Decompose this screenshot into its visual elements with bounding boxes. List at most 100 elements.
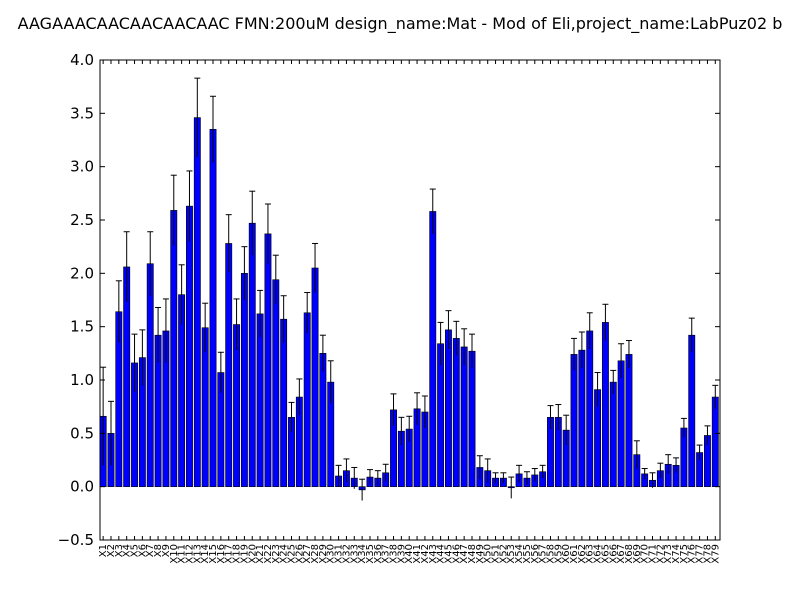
x-tick-label: X42 xyxy=(420,544,431,564)
x-tick-label: X78 xyxy=(702,544,713,564)
bar xyxy=(225,243,233,487)
x-tick-label: X44 xyxy=(436,544,447,564)
y-tick-label: 1.5 xyxy=(70,318,94,336)
x-tick-label: X27 xyxy=(302,544,313,564)
bar xyxy=(240,273,248,487)
y-tick-label: 2.5 xyxy=(70,211,94,229)
bar xyxy=(468,350,476,487)
x-tick-label: X47 xyxy=(459,544,470,564)
bar xyxy=(256,313,264,487)
x-tick-label: X40 xyxy=(404,544,415,564)
x-tick-label: X75 xyxy=(679,544,690,564)
x-tick-label: X37 xyxy=(381,544,392,564)
bar xyxy=(586,330,594,487)
bar xyxy=(303,312,311,487)
x-tick-label: X73 xyxy=(663,544,674,564)
x-tick-label: X15 xyxy=(208,544,219,564)
bar xyxy=(280,318,288,487)
bar xyxy=(617,360,625,487)
x-tick-label: X68 xyxy=(624,544,635,564)
bar xyxy=(452,338,460,487)
x-tick-label: X67 xyxy=(616,544,627,564)
x-tick-label: X23 xyxy=(271,544,282,564)
x-tick-label: X64 xyxy=(593,544,604,564)
x-tick-label: X28 xyxy=(310,544,321,564)
x-tick-label: X72 xyxy=(655,544,666,564)
x-tick-label: X56 xyxy=(530,544,541,564)
bar xyxy=(209,129,217,487)
bar xyxy=(460,346,468,487)
x-tick-label: X70 xyxy=(640,544,651,564)
x-tick-label: X53 xyxy=(506,544,517,564)
error-bars-layer xyxy=(100,77,719,501)
x-tick-label: X69 xyxy=(632,544,643,564)
x-tick-label: X46 xyxy=(451,544,462,564)
y-tick-label: 4.0 xyxy=(70,51,94,69)
x-tick-label: X54 xyxy=(514,544,525,564)
x-tick-label: X5 xyxy=(130,544,141,557)
x-tick-label: X3 xyxy=(114,544,125,557)
bar xyxy=(193,117,201,487)
x-tick-label: X6 xyxy=(137,544,148,557)
x-tick-label: X71 xyxy=(648,544,659,564)
x-tick-label: X60 xyxy=(561,544,572,564)
x-tick-label: X52 xyxy=(498,544,509,564)
x-tick-label: X35 xyxy=(365,544,376,564)
y-tick-label: −0.5 xyxy=(58,531,94,549)
x-tick-label: X4 xyxy=(122,544,133,557)
x-tick-label: X14 xyxy=(200,544,211,564)
plot-frame xyxy=(99,59,721,541)
bar xyxy=(311,267,319,487)
x-tick-label: X34 xyxy=(357,544,368,564)
y-tick-label: 3.5 xyxy=(70,104,94,122)
x-tick-label: X45 xyxy=(443,544,454,564)
x-tick-label: X57 xyxy=(538,544,549,564)
x-tick-label: X8 xyxy=(153,544,164,557)
x-tick-label: X43 xyxy=(428,544,439,564)
y-tick-label: 3.0 xyxy=(70,158,94,176)
bar xyxy=(186,205,193,487)
x-tick-label: X17 xyxy=(224,544,235,564)
x-tick-label: X11 xyxy=(177,544,188,564)
bar xyxy=(319,353,327,487)
x-tick-label: X51 xyxy=(491,544,502,564)
x-tick-label: X16 xyxy=(216,544,227,564)
x-tick-label: X21 xyxy=(255,544,266,564)
y-tick-label: 0.0 xyxy=(70,478,94,496)
bar xyxy=(609,381,617,487)
chart-title: AAGAAACAACAACAACAAC FMN:200uM design_nam… xyxy=(18,14,783,34)
bar xyxy=(688,334,696,487)
bar xyxy=(711,396,719,487)
x-tick-label: X41 xyxy=(412,544,423,564)
x-tick-label: X77 xyxy=(695,544,706,564)
x-tick-label: X2 xyxy=(106,544,117,557)
bar xyxy=(248,222,256,487)
bar xyxy=(437,343,445,487)
x-tick-label: X13 xyxy=(192,544,203,564)
x-tick-label: X65 xyxy=(600,544,611,564)
x-tick-label: X76 xyxy=(687,544,698,564)
x-tick-label: X59 xyxy=(553,544,564,564)
y-tick-label: 2.0 xyxy=(70,264,94,282)
x-tick-label: X55 xyxy=(522,544,533,564)
x-tick-label: X48 xyxy=(467,544,478,564)
bar xyxy=(578,349,586,487)
x-tick-label: X74 xyxy=(671,544,682,564)
x-tick-label: X58 xyxy=(545,544,556,564)
bar xyxy=(264,233,272,487)
x-tick-label: X1 xyxy=(98,544,109,557)
x-tick-label: X7 xyxy=(145,544,156,557)
x-tick-label: X79 xyxy=(710,544,721,564)
bar xyxy=(625,354,633,487)
bar xyxy=(570,354,578,487)
x-tick-label: X22 xyxy=(263,544,274,564)
bar xyxy=(272,279,280,487)
x-tick-label: X29 xyxy=(318,544,329,564)
x-tick-label: X33 xyxy=(349,544,360,564)
x-tick-label: X49 xyxy=(475,544,486,564)
x-tick-label: X39 xyxy=(396,544,407,564)
x-tick-label: X18 xyxy=(232,544,243,564)
bars-layer xyxy=(99,117,719,491)
